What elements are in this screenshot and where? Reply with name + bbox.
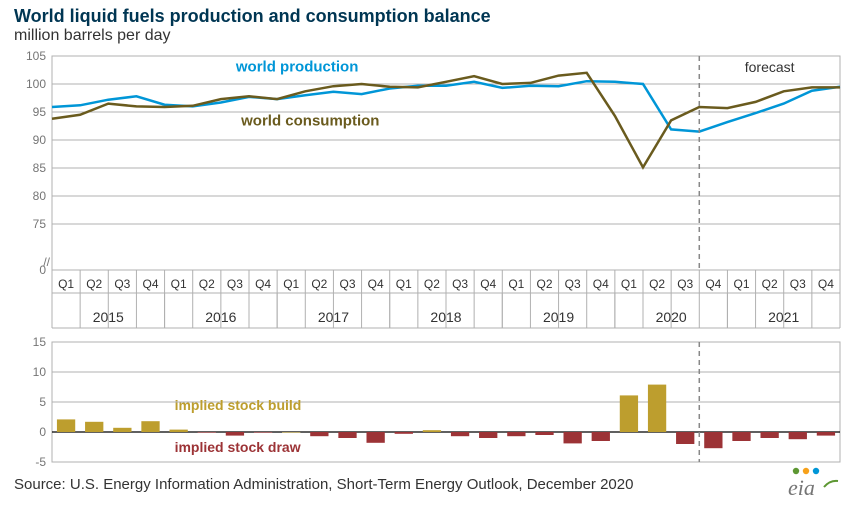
quarter-label: Q2: [86, 277, 102, 291]
stock-build-bar: [282, 432, 300, 433]
quarter-label: Q2: [424, 277, 440, 291]
top-ytick: 100: [26, 77, 46, 91]
top-ytick: 95: [33, 105, 47, 119]
quarter-label: Q3: [790, 277, 806, 291]
stock-draw-bar: [817, 432, 835, 436]
quarter-label: Q4: [593, 277, 609, 291]
stock-build-bar: [57, 419, 75, 432]
stock-build-bar: [85, 422, 103, 432]
quarter-label: Q2: [762, 277, 778, 291]
quarter-label: Q3: [227, 277, 243, 291]
quarter-label: Q1: [171, 277, 187, 291]
forecast-label: forecast: [745, 59, 795, 75]
stock-draw-label: implied stock draw: [175, 439, 301, 455]
quarter-label: Q3: [452, 277, 468, 291]
stock-draw-bar: [254, 432, 272, 433]
stock-draw-bar: [535, 432, 553, 435]
bottom-ytick: 0: [39, 425, 46, 439]
quarter-label: Q1: [733, 277, 749, 291]
consumption-label: world consumption: [240, 113, 379, 130]
chart-svg: 07580859095100105//world productionworld…: [0, 0, 864, 514]
quarter-label: Q4: [480, 277, 496, 291]
quarter-label: Q2: [199, 277, 215, 291]
svg-text:eia: eia: [788, 475, 815, 499]
bottom-ytick: -5: [35, 455, 46, 469]
year-label: 2018: [430, 309, 461, 325]
stock-draw-bar: [198, 432, 216, 433]
stock-build-bar: [113, 428, 131, 432]
stock-build-bar: [620, 395, 638, 432]
year-label: 2019: [543, 309, 574, 325]
quarter-label: Q4: [368, 277, 384, 291]
bottom-ytick: 10: [33, 365, 47, 379]
production-label: world production: [235, 59, 358, 76]
quarter-label: Q1: [283, 277, 299, 291]
stock-draw-bar: [366, 432, 384, 443]
stock-draw-bar: [479, 432, 497, 438]
stock-draw-bar: [563, 432, 581, 443]
consumption-line: [52, 73, 840, 168]
stock-build-bar: [423, 430, 441, 432]
stock-draw-bar: [732, 432, 750, 441]
quarter-label: Q3: [677, 277, 693, 291]
top-ytick: 85: [33, 161, 47, 175]
quarter-label: Q3: [114, 277, 130, 291]
quarter-label: Q1: [508, 277, 524, 291]
stock-draw-bar: [789, 432, 807, 439]
quarter-label: Q1: [58, 277, 74, 291]
stock-draw-bar: [310, 432, 328, 436]
eia-logo: eia: [786, 463, 846, 504]
quarter-label: Q1: [396, 277, 412, 291]
quarter-label: Q4: [818, 277, 834, 291]
stock-draw-bar: [760, 432, 778, 438]
quarter-label: Q3: [565, 277, 581, 291]
year-label: 2021: [768, 309, 799, 325]
top-ytick: 90: [33, 133, 47, 147]
stock-build-bar: [648, 385, 666, 432]
top-ytick: 75: [33, 217, 47, 231]
year-label: 2015: [93, 309, 124, 325]
stock-build-bar: [141, 421, 159, 432]
quarter-label: Q1: [621, 277, 637, 291]
stock-draw-bar: [226, 432, 244, 436]
stock-draw-bar: [338, 432, 356, 438]
bottom-ytick: 15: [33, 335, 47, 349]
quarter-label: Q4: [255, 277, 271, 291]
source-citation: Source: U.S. Energy Information Administ…: [14, 476, 633, 493]
quarter-label: Q2: [311, 277, 327, 291]
stock-draw-bar: [676, 432, 694, 444]
year-label: 2016: [205, 309, 236, 325]
quarter-label: Q4: [142, 277, 158, 291]
stock-build-label: implied stock build: [175, 397, 302, 413]
stock-draw-bar: [507, 432, 525, 436]
stock-draw-bar: [704, 432, 722, 448]
top-ytick: 105: [26, 49, 46, 63]
year-label: 2017: [318, 309, 349, 325]
top-ytick: 80: [33, 189, 47, 203]
year-label: 2020: [656, 309, 687, 325]
axis-break-symbol: //: [43, 255, 50, 269]
quarter-label: Q2: [536, 277, 552, 291]
bottom-ytick: 5: [39, 395, 46, 409]
stock-draw-bar: [451, 432, 469, 436]
quarter-label: Q2: [649, 277, 665, 291]
stock-draw-bar: [395, 432, 413, 434]
stock-build-bar: [169, 430, 187, 432]
quarter-label: Q3: [339, 277, 355, 291]
stock-draw-bar: [592, 432, 610, 441]
quarter-label: Q4: [705, 277, 721, 291]
